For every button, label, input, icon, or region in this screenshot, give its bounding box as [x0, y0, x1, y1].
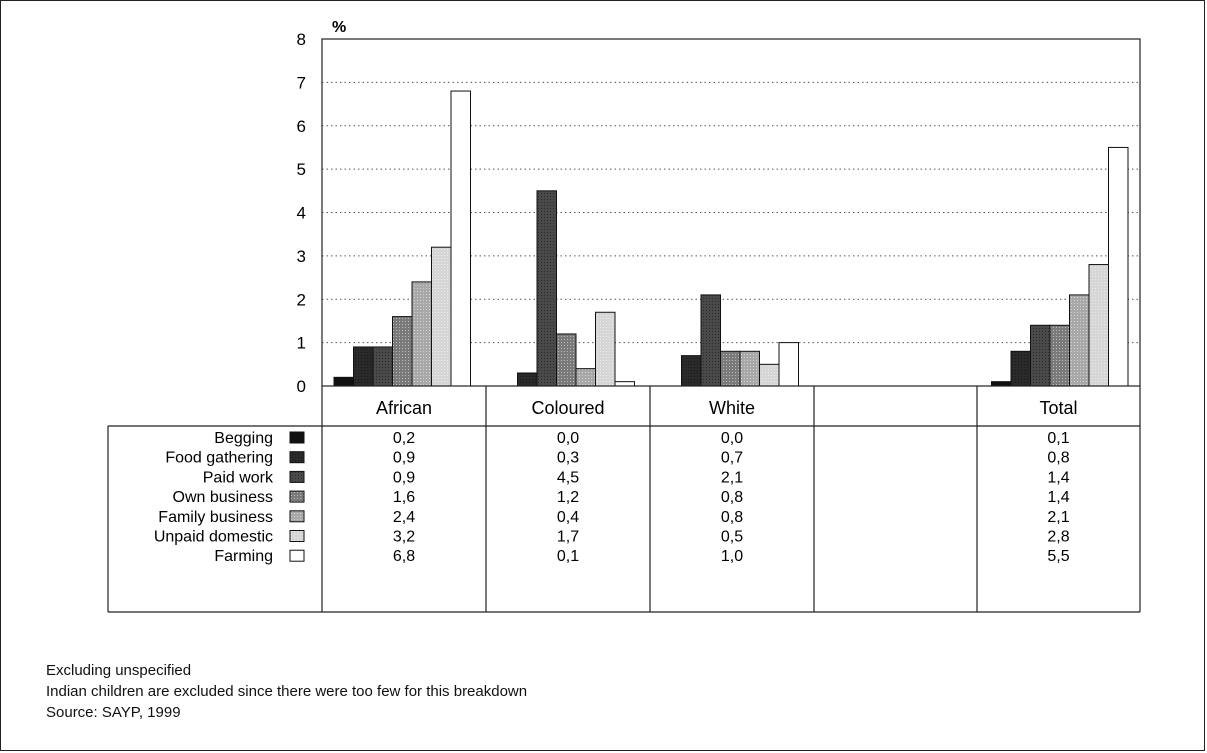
data-label: 4,5: [557, 469, 579, 486]
legend-label: Food gathering: [165, 450, 273, 467]
y-tick-label: 4: [297, 204, 306, 223]
data-label: 0,8: [1047, 450, 1069, 467]
bar-unpaid-domestic: [759, 363, 780, 387]
bar-begging: [991, 381, 1012, 387]
data-label: 0,4: [557, 509, 579, 526]
footnotes: Excluding unspecified Indian children ar…: [46, 660, 527, 723]
data-label: 1,4: [1047, 489, 1069, 506]
bar-own-business: [720, 350, 741, 387]
legend-label: Family business: [158, 509, 273, 526]
bar-family-business: [411, 281, 432, 387]
data-label: 0,8: [721, 509, 743, 526]
y-tick-label: 6: [297, 117, 306, 136]
data-label: 1,4: [1047, 469, 1069, 486]
bar-farming: [1108, 146, 1129, 387]
data-label: 2,4: [393, 509, 415, 526]
bar-farming: [614, 381, 635, 387]
bar-family-business: [1069, 294, 1090, 387]
y-tick-label: 7: [297, 73, 306, 92]
note-excluding-unspecified: Excluding unspecified: [46, 662, 192, 679]
data-label: 2,8: [1047, 529, 1069, 546]
data-label: 0,1: [1047, 430, 1069, 447]
y-tick-label: 2: [297, 290, 306, 309]
data-label: 0,7: [721, 450, 743, 467]
bar-farming: [450, 90, 471, 387]
bar-begging: [333, 376, 354, 387]
bar-paid-work: [700, 294, 721, 387]
bar-own-business: [392, 316, 413, 387]
bar-food-gathering: [681, 355, 702, 387]
bar-unpaid-domestic: [431, 246, 452, 387]
data-label: 2,1: [1047, 509, 1069, 526]
data-label: 1,7: [557, 529, 579, 546]
legend-swatch: [289, 470, 305, 483]
bar-family-business: [575, 368, 596, 387]
bar-family-business: [739, 350, 760, 387]
bar-farming: [778, 342, 799, 387]
data-label: 0,8: [721, 489, 743, 506]
data-label: 0,3: [557, 450, 579, 467]
data-label: 0,0: [557, 430, 579, 447]
legend-label: Unpaid domestic: [154, 529, 273, 546]
bar-own-business: [1049, 324, 1070, 387]
y-tick-label: 0: [297, 377, 306, 396]
category-label: Coloured: [531, 398, 604, 418]
data-label: 0,2: [393, 430, 415, 447]
y-tick-label: 1: [297, 334, 306, 353]
bar-unpaid-domestic: [1088, 264, 1109, 387]
y-tick-label: 5: [297, 160, 306, 179]
data-label: 0,9: [393, 469, 415, 486]
y-tick-label: 3: [297, 247, 306, 266]
legend-swatch: [289, 530, 305, 542]
data-label: 0,0: [721, 430, 743, 447]
bar-food-gathering: [353, 346, 374, 387]
legend-label: Begging: [214, 430, 273, 447]
data-label: 3,2: [393, 529, 415, 546]
data-label: 5,5: [1047, 548, 1069, 565]
data-label: 0,9: [393, 450, 415, 467]
category-label: African: [376, 398, 432, 418]
bar-food-gathering: [1010, 350, 1031, 387]
legend-swatch: [289, 549, 305, 562]
legend-label: Farming: [214, 548, 273, 565]
y-axis-unit-label: %: [332, 19, 346, 36]
legend-swatch: [289, 510, 305, 523]
bar-paid-work: [1030, 324, 1051, 387]
legend-swatch: [289, 451, 305, 464]
bar-paid-work: [536, 190, 557, 387]
data-label: 2,1: [721, 469, 743, 486]
category-label: White: [709, 398, 755, 418]
bar-paid-work: [372, 346, 393, 387]
note-indian-children: Indian children are excluded since there…: [46, 683, 528, 700]
bar-chart: % 0 1 2 3 4 5 6 7 8 African Coloured White Total Beg…: [107, 19, 1141, 613]
note-source: Source: SAYP, 1999: [46, 704, 181, 721]
legend-swatch: [289, 490, 305, 503]
plot-area-border: [321, 38, 1141, 387]
bar-unpaid-domestic: [595, 311, 616, 387]
data-label: 1,0: [721, 548, 743, 565]
bar-own-business: [556, 333, 577, 387]
legend-label: Own business: [173, 489, 274, 506]
data-label: 0,5: [721, 529, 743, 546]
bar-food-gathering: [517, 372, 538, 387]
data-label: 1,2: [557, 489, 579, 506]
data-label: 6,8: [393, 548, 415, 565]
legend-swatch: [289, 431, 305, 444]
data-label: 0,1: [557, 548, 579, 565]
legend-label: Paid work: [203, 469, 274, 486]
data-label: 1,6: [393, 489, 415, 506]
category-label: Total: [1039, 398, 1077, 418]
y-tick-label: 8: [297, 30, 306, 49]
